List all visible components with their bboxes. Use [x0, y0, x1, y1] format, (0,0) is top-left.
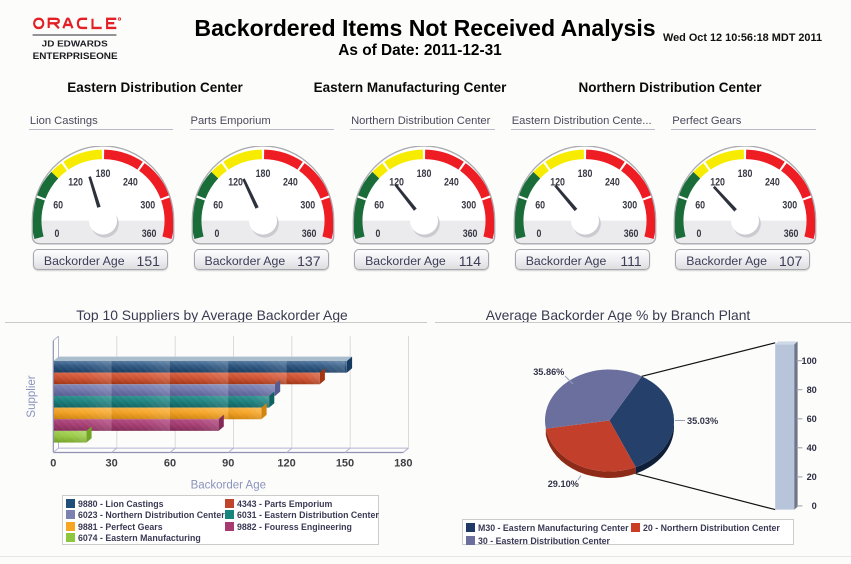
svg-text:60: 60 — [53, 199, 63, 211]
svg-text:120: 120 — [550, 177, 565, 189]
svg-text:0: 0 — [376, 228, 381, 240]
svg-text:0: 0 — [215, 228, 220, 240]
svg-text:360: 360 — [463, 228, 478, 240]
svg-text:180: 180 — [738, 168, 753, 180]
svg-text:0: 0 — [536, 228, 541, 240]
svg-text:300: 300 — [461, 199, 476, 211]
svg-text:240: 240 — [123, 177, 138, 189]
svg-text:120: 120 — [68, 177, 83, 189]
svg-text:240: 240 — [765, 177, 780, 189]
svg-text:30: 30 — [105, 458, 117, 470]
svg-text:240: 240 — [444, 177, 459, 189]
svg-text:20: 20 — [807, 472, 817, 482]
svg-text:60: 60 — [807, 414, 817, 424]
svg-text:60: 60 — [695, 199, 705, 211]
svg-text:300: 300 — [783, 199, 798, 211]
svg-text:120: 120 — [277, 458, 295, 470]
svg-text:300: 300 — [622, 199, 637, 211]
svg-text:0: 0 — [50, 458, 56, 470]
svg-text:80: 80 — [807, 385, 817, 395]
svg-text:180: 180 — [256, 168, 271, 180]
svg-text:ENTERPRISEONE: ENTERPRISEONE — [33, 51, 118, 61]
svg-text:360: 360 — [141, 228, 156, 240]
svg-text:240: 240 — [605, 177, 620, 189]
svg-text:0: 0 — [697, 228, 702, 240]
svg-text:100: 100 — [801, 356, 816, 366]
svg-text:240: 240 — [283, 177, 298, 189]
svg-text:180: 180 — [577, 168, 592, 180]
svg-text:Backorder Age: Backorder Age — [191, 480, 266, 492]
svg-text:0: 0 — [54, 228, 59, 240]
svg-text:60: 60 — [164, 458, 176, 470]
svg-text:180: 180 — [95, 168, 110, 180]
svg-text:360: 360 — [623, 228, 638, 240]
svg-text:0: 0 — [812, 501, 817, 511]
svg-text:150: 150 — [336, 458, 354, 470]
svg-text:180: 180 — [394, 458, 412, 470]
svg-text:60: 60 — [535, 199, 545, 211]
svg-text:60: 60 — [214, 199, 224, 211]
svg-text:300: 300 — [140, 199, 155, 211]
svg-text:300: 300 — [301, 199, 316, 211]
svg-text:60: 60 — [374, 199, 384, 211]
svg-text:JD EDWARDS: JD EDWARDS — [42, 38, 108, 48]
svg-text:360: 360 — [784, 228, 799, 240]
svg-text:90: 90 — [222, 458, 234, 470]
svg-text:35.03%: 35.03% — [687, 416, 718, 426]
svg-text:120: 120 — [229, 177, 244, 189]
svg-text:40: 40 — [807, 443, 817, 453]
svg-text:120: 120 — [710, 177, 725, 189]
svg-text:120: 120 — [389, 177, 404, 189]
svg-text:180: 180 — [417, 168, 432, 180]
svg-text:29.10%: 29.10% — [548, 479, 579, 489]
svg-text:360: 360 — [302, 228, 317, 240]
svg-text:Supplier: Supplier — [26, 375, 38, 417]
svg-text:35.86%: 35.86% — [533, 367, 564, 377]
